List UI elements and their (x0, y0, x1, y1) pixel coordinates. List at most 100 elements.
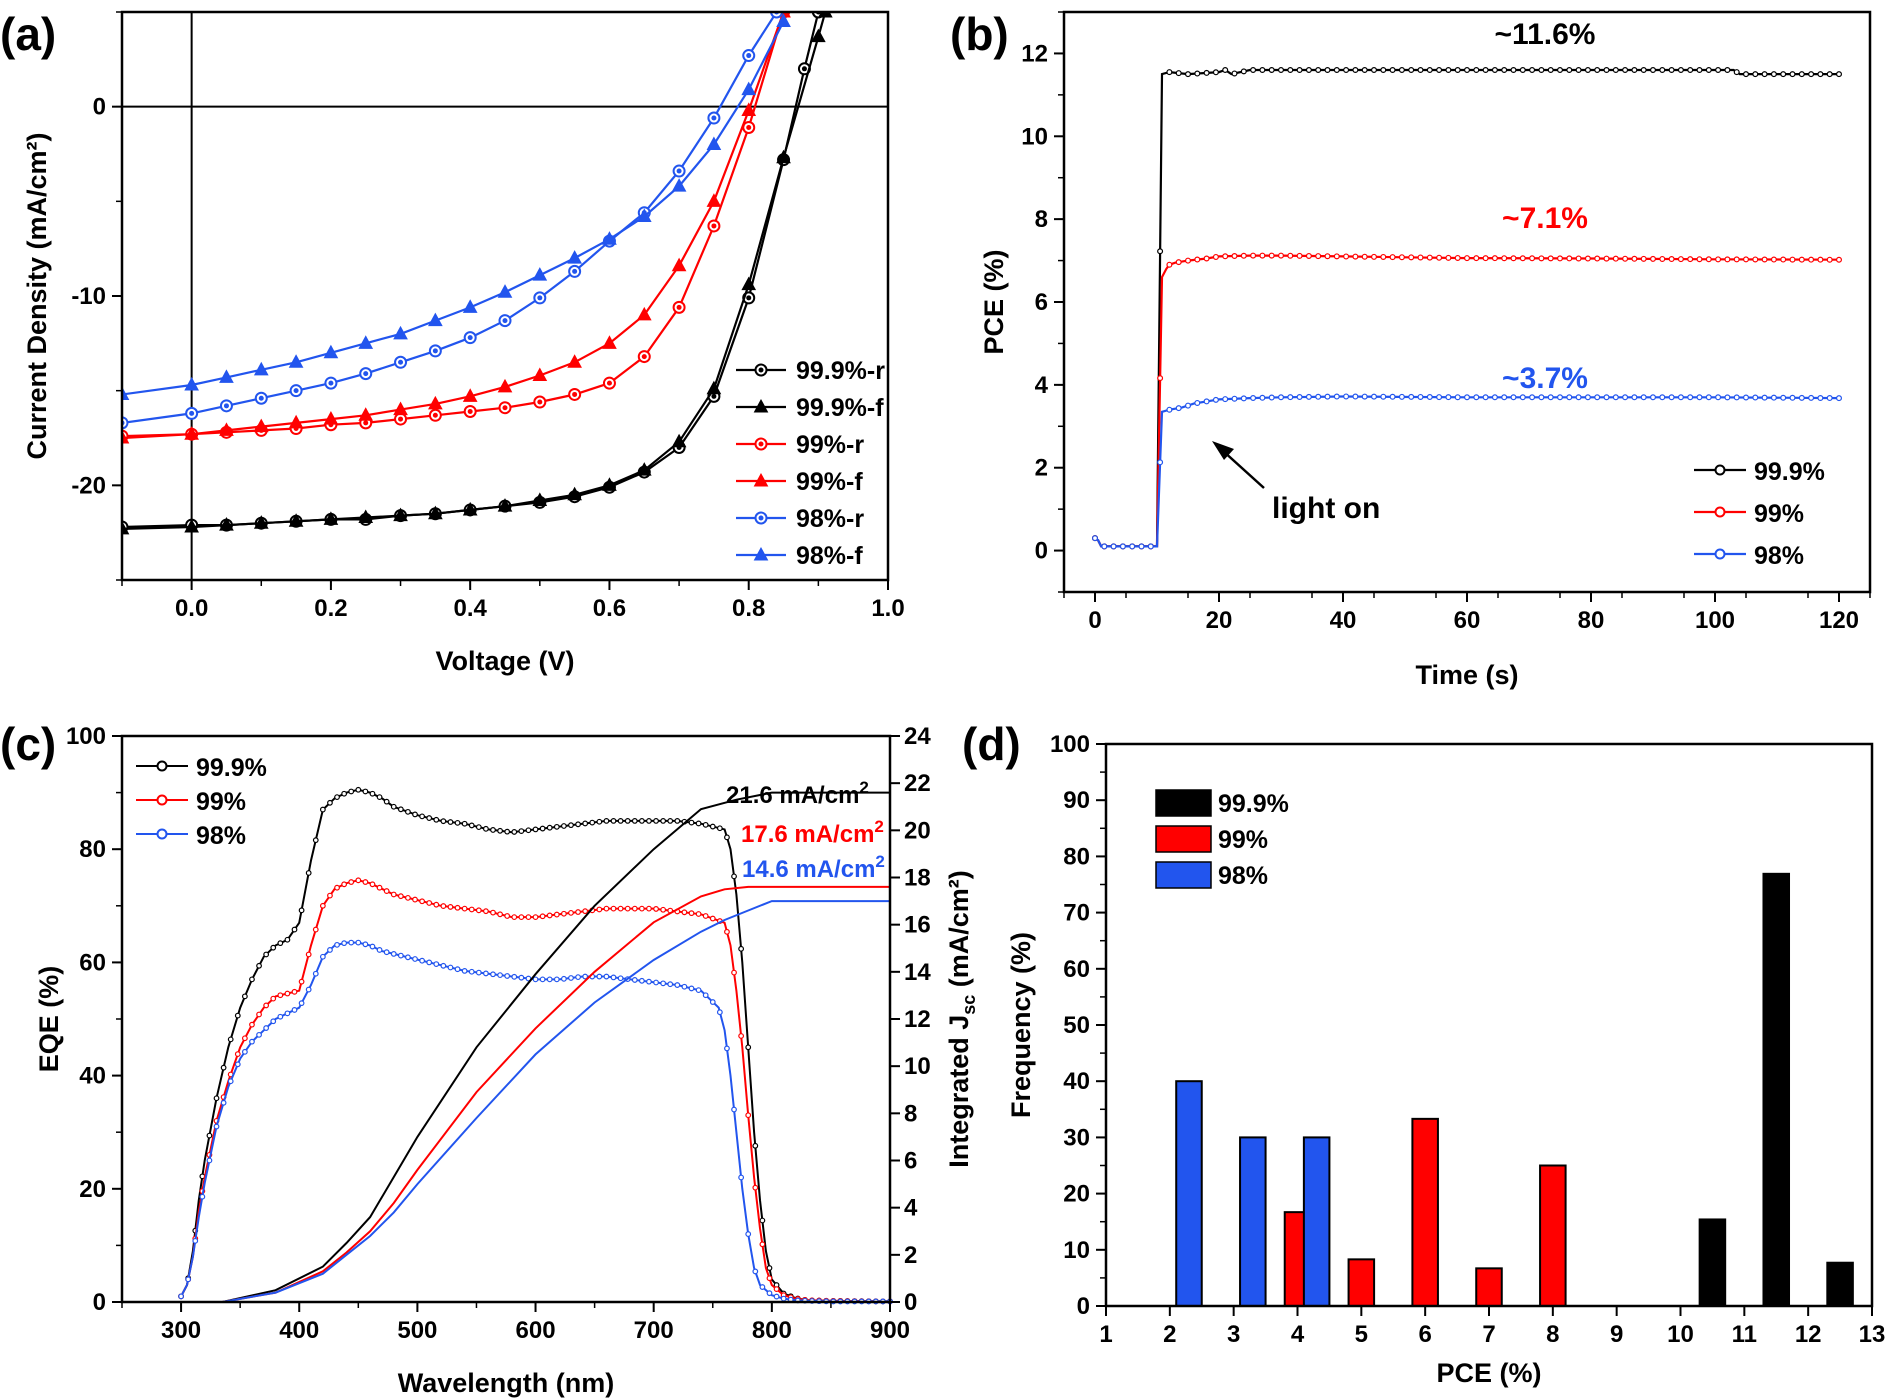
y2-tick-label: 14 (904, 959, 931, 986)
data-point (1556, 394, 1563, 401)
data-point (1212, 253, 1219, 260)
data-point-dot (746, 53, 752, 59)
series-line-98%-f (122, 20, 785, 396)
jsc-annotation: 17.6 mA/cm2 (741, 817, 884, 848)
data-point (1398, 66, 1405, 73)
data-point (220, 1064, 227, 1071)
y-tick-label: 60 (1063, 956, 1090, 983)
data-point (603, 905, 610, 912)
y-tick-label: 80 (1063, 843, 1090, 870)
data-point-dot (746, 124, 752, 130)
x-tick-label: 6 (1418, 1321, 1431, 1348)
data-point (323, 411, 339, 425)
data-point (553, 911, 560, 918)
y2-axis-label-main: Integrated J (944, 1015, 974, 1168)
data-point (511, 973, 518, 980)
data-point (1389, 66, 1396, 73)
data-point (284, 936, 291, 943)
data-point (1668, 66, 1675, 73)
data-point (1575, 66, 1582, 73)
series-line-99%-f (122, 12, 785, 440)
data-point (454, 904, 461, 911)
data-point (1724, 394, 1731, 401)
data-point (1780, 256, 1787, 263)
data-point (638, 818, 645, 824)
data-point (560, 975, 567, 982)
data-point (1835, 256, 1842, 263)
data-point (1454, 394, 1461, 401)
data-point (1389, 254, 1396, 261)
data-point (610, 818, 617, 824)
data-point (1659, 255, 1666, 262)
data-point (738, 1174, 745, 1181)
data-point (1277, 252, 1284, 259)
bar-99.9% (1826, 1261, 1854, 1307)
data-point (738, 945, 745, 952)
data-point (334, 794, 340, 801)
data-point (355, 877, 362, 884)
x-tick-label: 2 (1163, 1321, 1176, 1348)
data-point (1184, 257, 1191, 264)
data-point (610, 905, 617, 912)
x-tick-label: 0.8 (732, 595, 765, 622)
data-point (288, 354, 304, 368)
data-point (253, 361, 269, 376)
data-point (405, 954, 411, 961)
data-point (1110, 543, 1117, 550)
x-axis-label: Time (s) (1415, 660, 1518, 690)
data-point (582, 908, 589, 915)
data-point (358, 335, 374, 349)
y-tick-label: 12 (1021, 40, 1048, 67)
data-point-dot (467, 408, 473, 414)
y-tick-label: -10 (71, 283, 106, 310)
data-point (1566, 255, 1573, 262)
data-point (1370, 393, 1377, 400)
legend-swatch (1155, 789, 1212, 817)
data-point (1603, 66, 1610, 73)
data-point (1594, 394, 1601, 401)
data-point (1473, 66, 1480, 73)
y2-tick-label: 8 (904, 1100, 917, 1127)
data-point-dot (328, 380, 334, 386)
y2-tick-label: 20 (904, 817, 931, 844)
data-point (1175, 259, 1182, 266)
data-point (532, 492, 548, 506)
legend-marker (1714, 506, 1726, 518)
data-point (1705, 256, 1712, 263)
data-point (334, 941, 340, 948)
data-point (546, 976, 553, 983)
legend-marker (156, 828, 168, 840)
data-point (462, 299, 478, 313)
data-point (1333, 393, 1340, 400)
data-point (475, 969, 482, 976)
data-point (539, 825, 546, 832)
data-point (709, 999, 716, 1005)
data-point (1742, 394, 1749, 401)
legend-label: 98% (196, 822, 246, 850)
data-point (1129, 543, 1136, 550)
data-point (462, 501, 478, 516)
data-point (741, 81, 757, 96)
data-point (1361, 253, 1368, 260)
data-point (1594, 255, 1601, 262)
x-axis-label: Wavelength (nm) (398, 1368, 615, 1398)
data-point (1194, 256, 1201, 263)
data-point (1612, 255, 1619, 262)
data-point (319, 953, 326, 960)
data-point (1361, 393, 1368, 400)
data-point (1324, 253, 1331, 260)
data-point-dot (363, 371, 369, 377)
data-point (1380, 253, 1387, 260)
y2-tick-label: 24 (904, 723, 931, 750)
data-point (1091, 535, 1098, 542)
data-point-dot (801, 66, 807, 72)
y-tick-label: -20 (71, 472, 106, 499)
data-point (1808, 71, 1815, 78)
data-point (1352, 253, 1359, 260)
data-point (1798, 256, 1805, 263)
data-point (674, 982, 681, 988)
data-point (660, 818, 667, 824)
data-point (298, 1000, 305, 1007)
data-point (440, 818, 447, 825)
